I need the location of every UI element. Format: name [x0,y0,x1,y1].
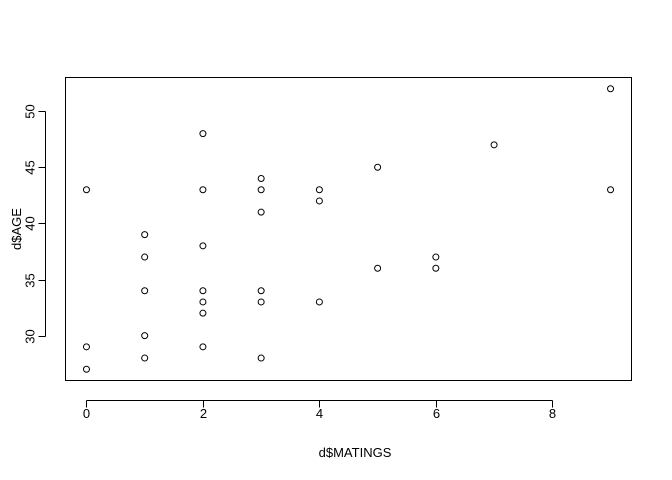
data-point [374,163,382,171]
data-point [257,354,265,362]
data-point [374,264,382,272]
y-axis: 30 35 40 45 50 [23,104,46,344]
data-point [141,332,149,340]
data-point [199,298,207,306]
x-axis-title: d$MATINGS [319,445,392,460]
data-point [257,298,265,306]
data-point [315,298,323,306]
data-point [199,186,207,194]
data-point [199,343,207,351]
data-point [432,253,440,261]
y-tick-label: 40 [23,216,38,230]
data-point [199,309,207,317]
data-point [257,208,265,216]
data-point [141,253,149,261]
data-point [257,175,265,182]
data-point [257,186,265,194]
y-axis-title: d$AGE [9,208,24,250]
x-tick-label: 2 [200,406,207,421]
data-point [141,287,149,295]
data-point [199,130,207,138]
data-point [607,186,615,194]
data-point [82,186,90,194]
data-points [82,85,615,373]
x-tick-label: 0 [83,406,90,421]
data-point [199,287,207,295]
x-tick-label: 8 [549,406,556,421]
x-axis: 0 2 4 6 8 [83,400,556,421]
data-point [82,343,90,351]
data-point [432,264,440,272]
data-point [607,85,615,93]
data-point [199,242,207,250]
plot-area-frame [65,77,632,381]
data-point [82,365,90,373]
y-tick-label: 45 [23,160,38,174]
x-tick-label: 6 [433,406,440,421]
data-point [257,287,265,295]
y-tick-label: 50 [23,104,38,118]
x-tick-label: 4 [316,406,323,421]
data-point [141,231,149,239]
data-point [315,186,323,194]
data-point [141,354,149,362]
data-point [490,141,498,149]
y-tick-label: 35 [23,273,38,287]
data-point [315,197,323,205]
y-tick-label: 30 [23,329,38,343]
